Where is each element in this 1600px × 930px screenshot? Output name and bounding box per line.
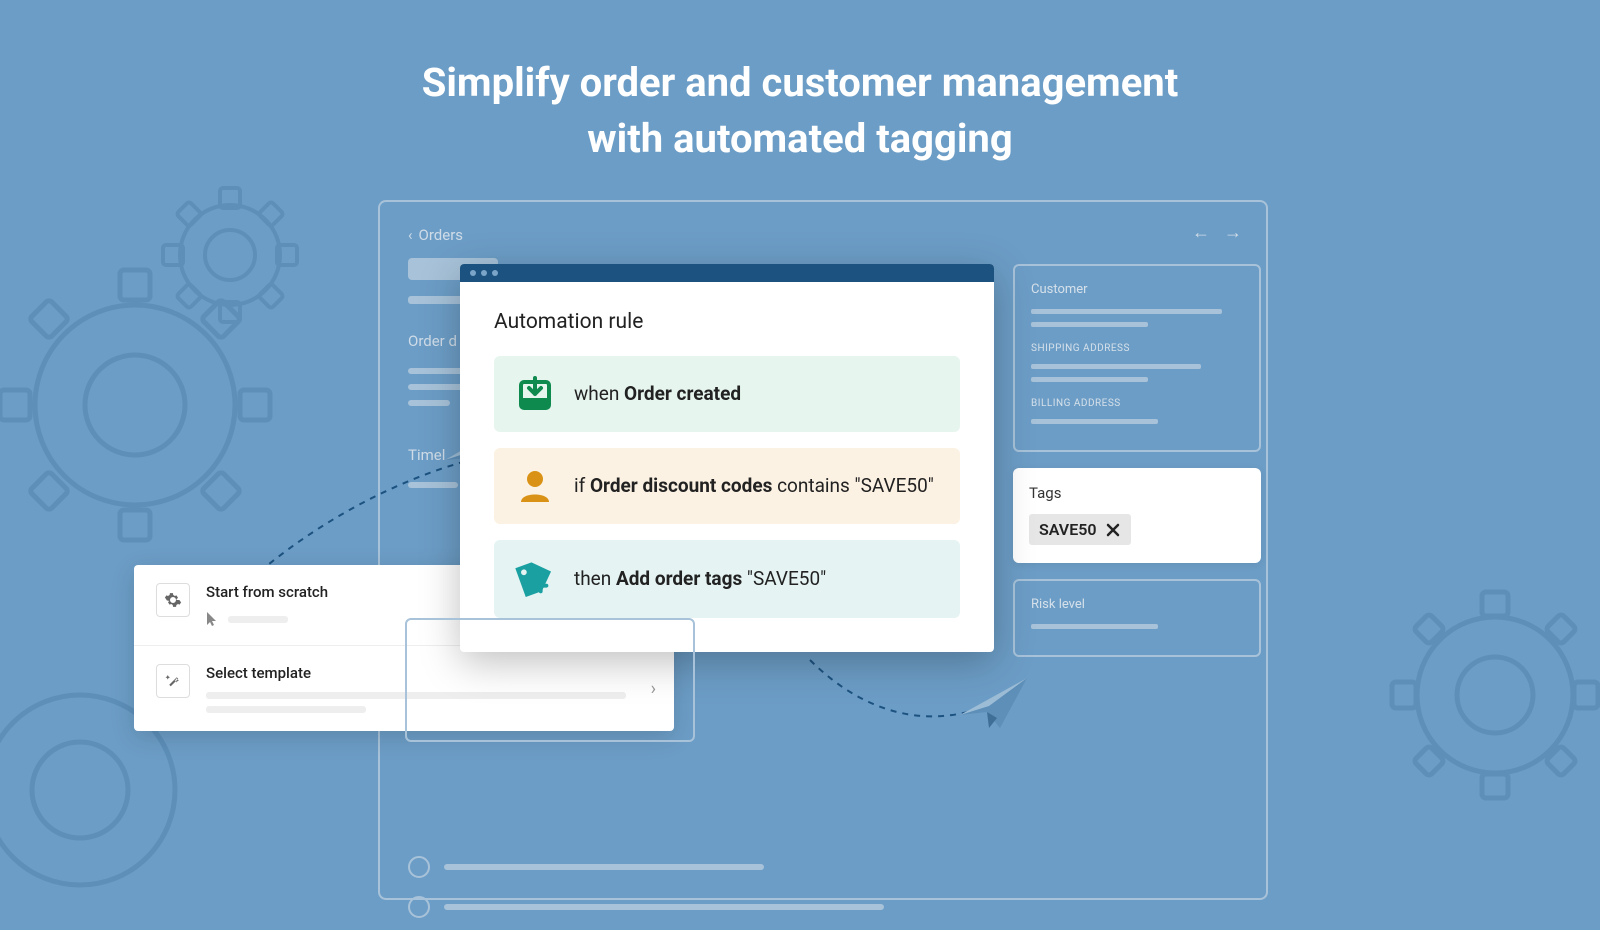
skeleton	[408, 384, 466, 390]
modal-titlebar	[460, 264, 994, 282]
breadcrumb[interactable]: ‹ Orders	[408, 226, 1238, 244]
skeleton	[1031, 364, 1201, 369]
action-card[interactable]: then Add order tags "SAVE50"	[494, 540, 960, 618]
headline-line-1: Simplify order and customer management	[0, 55, 1600, 111]
cursor-icon	[206, 611, 220, 627]
customer-label: Customer	[1031, 282, 1243, 297]
skeleton	[444, 904, 884, 910]
gear-icon	[156, 583, 190, 617]
nav-arrows: ← →	[1192, 222, 1242, 243]
user-icon	[514, 466, 556, 506]
shipping-label: SHIPPING ADDRESS	[1031, 343, 1243, 354]
tags-label: Tags	[1029, 484, 1245, 502]
condition-card[interactable]: if Order discount codes contains "SAVE50…	[494, 448, 960, 524]
customer-panel: Customer SHIPPING ADDRESS BILLING ADDRES…	[1013, 264, 1261, 452]
inbox-download-icon	[514, 374, 556, 414]
skeleton	[408, 400, 450, 406]
tag-chip[interactable]: SAVE50	[1029, 514, 1131, 545]
skeleton	[1031, 322, 1148, 327]
skeleton	[408, 368, 466, 374]
action-text: then Add order tags "SAVE50"	[574, 566, 826, 592]
paper-plane-icon	[955, 670, 1035, 735]
tags-panel: Tags SAVE50	[1013, 468, 1261, 563]
risk-panel: Risk level	[1013, 579, 1261, 657]
billing-label: BILLING ADDRESS	[1031, 398, 1243, 409]
skeleton	[1031, 624, 1158, 629]
avatar-circle	[408, 856, 430, 878]
arrow-left-icon[interactable]: ←	[1192, 222, 1210, 243]
skeleton	[1031, 309, 1222, 314]
trigger-card[interactable]: when Order created	[494, 356, 960, 432]
skeleton	[1031, 377, 1148, 382]
automation-rule-modal: Automation rule when Order created	[460, 264, 994, 652]
condition-text: if Order discount codes contains "SAVE50…	[574, 473, 934, 499]
skeleton	[228, 616, 288, 623]
headline-line-2: with automated tagging	[0, 111, 1600, 167]
timeline-input-wireframe	[405, 618, 695, 742]
skeleton	[206, 706, 366, 713]
gear-icon	[155, 180, 305, 330]
page-headline: Simplify order and customer management w…	[0, 0, 1600, 167]
skeleton	[408, 296, 464, 304]
skeleton	[408, 482, 458, 488]
magic-wand-icon	[156, 664, 190, 698]
tag-add-icon	[514, 558, 556, 600]
trigger-text: when Order created	[574, 381, 741, 407]
skeleton	[444, 864, 764, 870]
side-column: Customer SHIPPING ADDRESS BILLING ADDRES…	[1013, 264, 1261, 673]
skeleton	[1031, 419, 1158, 424]
close-icon[interactable]	[1105, 522, 1121, 538]
avatar-circle	[408, 896, 430, 918]
gear-icon	[1380, 580, 1600, 810]
arrow-right-icon[interactable]: →	[1224, 222, 1242, 243]
modal-title: Automation rule	[494, 310, 960, 334]
risk-label: Risk level	[1031, 597, 1243, 612]
tag-text: SAVE50	[1039, 520, 1097, 539]
chevron-left-icon: ‹	[408, 226, 413, 244]
